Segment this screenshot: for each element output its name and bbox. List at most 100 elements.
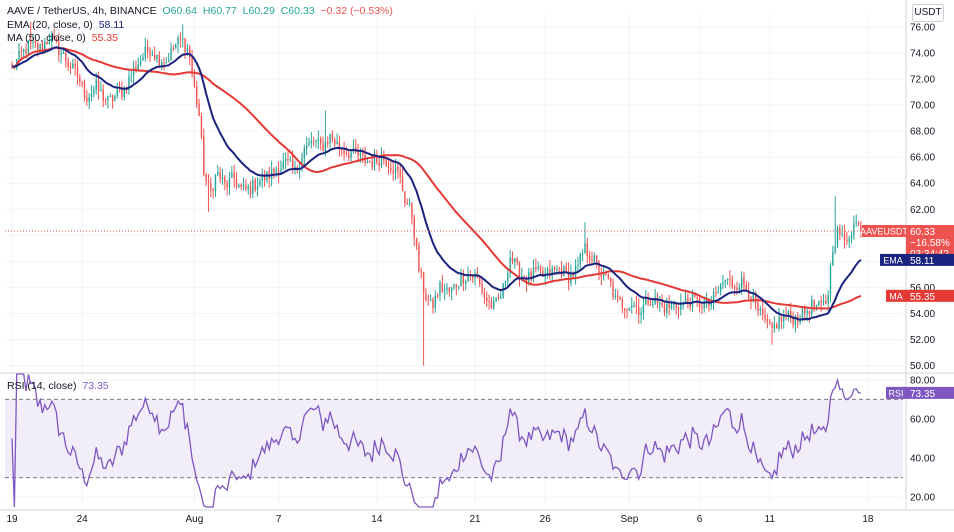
candle-body <box>609 278 612 283</box>
candle-body <box>855 222 857 224</box>
candle-body <box>30 40 32 43</box>
candle-body <box>488 301 490 303</box>
candle-body <box>621 299 624 309</box>
candle-body <box>172 47 175 49</box>
rsi-tick-label: 60.00 <box>910 414 935 425</box>
candle-body <box>434 295 436 309</box>
price-labels: AAVEUSDT60.33−16.58%03:34:42EMA58.11MA55… <box>5 225 954 400</box>
candle-body <box>334 139 336 145</box>
candle-body <box>228 177 231 188</box>
rsi-band-fill <box>5 399 903 478</box>
candle-body <box>51 35 53 43</box>
candle-body <box>308 142 310 146</box>
candle-body <box>841 233 843 235</box>
candle-body <box>287 158 289 160</box>
candle-body <box>780 316 783 322</box>
candle-body <box>18 50 20 60</box>
rsi-legend-label: RSI (14, close) <box>7 380 77 392</box>
candle-body <box>310 140 313 143</box>
candle-body <box>282 161 284 169</box>
candle-body <box>11 63 13 67</box>
time-tick-label: 18 <box>862 514 874 525</box>
candle-body <box>579 254 581 265</box>
candle-body <box>747 290 750 298</box>
ma-legend[interactable]: MA (50, close, 0) 55.35 <box>7 32 118 45</box>
currency-badge[interactable]: USDT <box>912 4 944 22</box>
candle-body <box>673 303 675 305</box>
candle-body <box>703 302 705 309</box>
time-tick-label: 26 <box>540 514 552 525</box>
candle-body <box>280 168 282 175</box>
candle-body <box>750 297 752 301</box>
candle-body <box>165 62 168 64</box>
candle-body <box>729 278 731 280</box>
ma-legend-label: MA (50, close, 0) <box>7 32 86 44</box>
candle-body <box>783 315 785 322</box>
ema-legend[interactable]: EMA (20, close, 0) 58.11 <box>7 19 124 32</box>
candle-body <box>626 310 628 312</box>
candle-body <box>420 271 422 273</box>
candle-body <box>312 140 315 142</box>
candle-body <box>348 153 350 158</box>
candle-body <box>207 181 210 184</box>
candle-body <box>175 44 177 49</box>
candle-body <box>184 38 186 52</box>
candle-body <box>284 158 287 162</box>
candle-body <box>41 43 44 50</box>
time-tick-label: 24 <box>77 514 89 525</box>
candle-body <box>486 297 488 302</box>
candle-body <box>123 88 125 97</box>
candle-body <box>761 308 764 315</box>
candle-body <box>532 266 535 279</box>
candle-body <box>652 303 654 306</box>
candle-body <box>787 310 790 317</box>
candle-body <box>778 316 780 329</box>
candle-body <box>275 170 277 173</box>
candle-body <box>219 172 221 180</box>
candle-body <box>581 253 584 255</box>
rsi-tick-label: 80.00 <box>910 375 935 386</box>
candle-body <box>60 53 62 55</box>
ema-tag-box <box>880 253 906 266</box>
candle-body <box>818 300 820 306</box>
rsi-legend[interactable]: RSI (14, close) 73.35 <box>7 380 109 393</box>
price-tick-label: 64.00 <box>910 179 935 190</box>
candle-body <box>254 180 256 191</box>
candle-body <box>214 174 217 191</box>
rsi-tick-label: 20.00 <box>910 493 935 504</box>
candle-body <box>467 274 469 282</box>
candle-body <box>860 225 862 232</box>
time-tick-label: 19 <box>6 514 18 525</box>
candle-body <box>773 324 776 329</box>
candle-body <box>649 303 652 306</box>
candle-body <box>336 141 338 145</box>
candle-body <box>247 186 249 189</box>
candle-body <box>121 90 123 97</box>
candle-body <box>670 304 673 309</box>
candle-body <box>556 268 558 270</box>
candle-body <box>483 293 486 298</box>
candle-body <box>769 321 771 323</box>
rsi-legend-value: 73.35 <box>82 380 109 392</box>
candle-body <box>303 148 306 159</box>
candle-body <box>415 238 418 246</box>
candle-body <box>408 203 411 205</box>
time-tick-label: 11 <box>765 514 776 525</box>
candle-body <box>411 203 413 218</box>
time-tick-label: 7 <box>276 514 282 525</box>
candle-body <box>37 43 39 50</box>
candle-body <box>366 161 369 163</box>
rsi-value-box <box>906 386 954 399</box>
candle-body <box>808 310 811 315</box>
candle-body <box>792 317 794 325</box>
candle-body <box>820 300 822 304</box>
ema-tag-name: EMA <box>883 255 903 265</box>
candle-body <box>193 74 196 87</box>
candle-body <box>446 287 448 290</box>
candle-body <box>436 295 439 297</box>
candle-body <box>724 279 726 283</box>
candle-body <box>324 141 327 151</box>
candle-body <box>210 183 212 190</box>
candle-body <box>83 82 86 98</box>
